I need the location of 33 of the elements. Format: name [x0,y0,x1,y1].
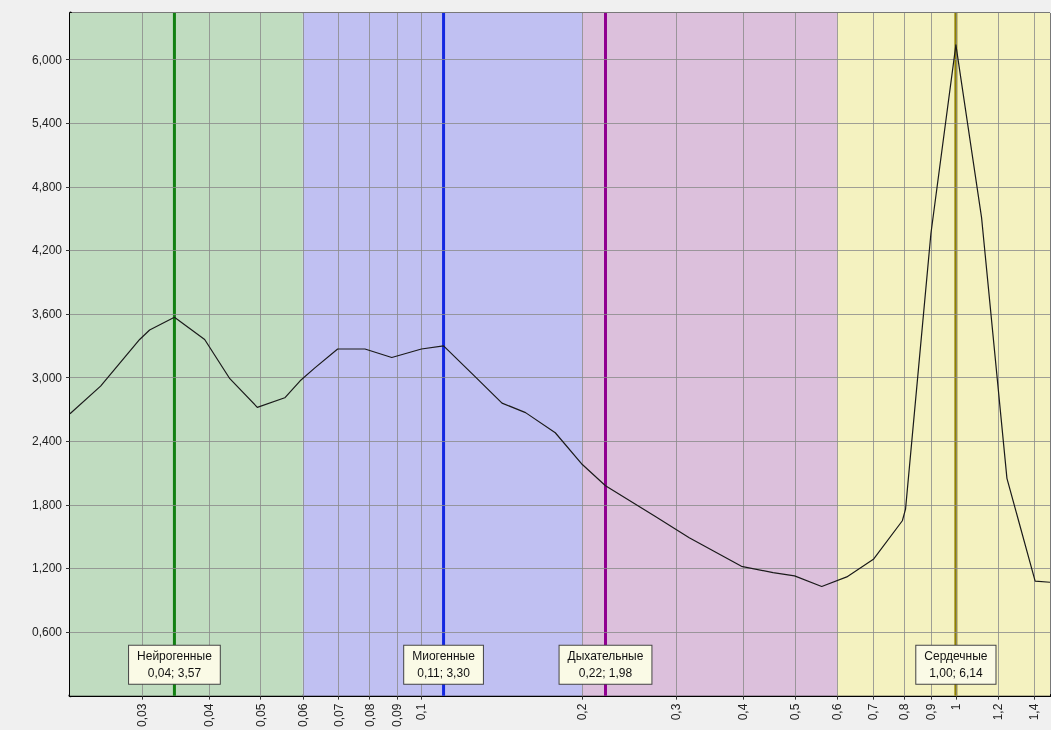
x-tick-label: 0,09 [389,703,404,727]
x-tick-label: 0,8 [897,703,912,721]
x-tick-label: 0,3 [669,703,684,721]
y-tick-label: 3,600 [31,307,63,322]
y-tick-label: 4,800 [31,179,63,194]
ref-line-label: Миогенные 0,11; 3,30 [412,649,476,681]
x-tick-label: 0,03 [134,703,149,727]
ref-line-label: Сердечные 1,00; 6,14 [924,649,988,681]
x-tick-label: 0,7 [866,703,881,721]
y-tick-label: 5,400 [31,116,63,131]
x-tick-label: 0,04 [201,703,216,727]
ref-line-label: Дыхательные 0,22; 1,98 [567,649,644,681]
x-tick-label: 0,5 [788,703,802,721]
x-tick-label: 0,07 [331,703,346,727]
y-tick-label: 3,000 [31,370,63,385]
y-tick-label: 6,000 [31,52,63,67]
x-tick-label: 0,06 [295,703,310,727]
y-tick-label: 2,400 [31,434,63,449]
ref-line-label: Нейрогенные 0,04; 3,57 [137,649,213,681]
y-tick-label: 4,200 [31,243,63,258]
x-tick-label: 0,9 [924,703,939,721]
x-tick-label: 0,05 [253,703,268,727]
y-tick-label: 1,800 [31,497,63,512]
x-tick-label: 0,2 [575,703,590,721]
y-tick-label: 0,600 [31,625,63,640]
x-tick-label: 0,6 [830,703,845,721]
x-tick-label: 1,4 [1026,703,1041,721]
x-tick-label: 0,1 [414,703,429,721]
x-tick-label: 1,2 [991,703,1006,721]
x-tick-label: 0,4 [736,703,751,721]
y-tick-label: 1,200 [31,561,63,576]
x-tick-label: 0,08 [362,703,377,727]
x-tick-label: 1 [948,703,963,711]
